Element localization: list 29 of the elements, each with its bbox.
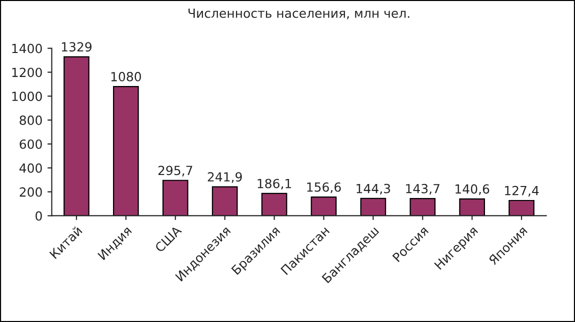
data-label: 127,4 xyxy=(505,186,539,197)
bar xyxy=(113,86,139,216)
y-tick-label: 0 xyxy=(36,211,42,221)
data-label: 144,3 xyxy=(356,184,390,195)
bar xyxy=(162,180,188,216)
data-label: 186,1 xyxy=(258,178,292,190)
y-tick-label: 200 xyxy=(20,187,42,197)
bar xyxy=(508,200,534,216)
y-tick-label: 600 xyxy=(20,139,42,149)
chart-title: Численность населения, млн чел. xyxy=(188,8,410,20)
data-label: 241,9 xyxy=(208,172,242,183)
data-label: 295,7 xyxy=(158,166,192,176)
data-label: 1080 xyxy=(111,72,141,82)
bar xyxy=(212,186,238,216)
data-label: 156,6 xyxy=(307,182,341,194)
bar xyxy=(410,198,436,216)
y-tick-label: 1400 xyxy=(12,44,42,54)
y-tick-label: 400 xyxy=(19,163,42,173)
data-label: 1329 xyxy=(62,42,92,52)
bar xyxy=(261,192,288,216)
bar xyxy=(459,198,485,216)
bar xyxy=(360,198,386,216)
bar xyxy=(310,196,337,216)
data-label: 140,6 xyxy=(456,184,490,195)
y-tick-label: 1000 xyxy=(12,92,42,102)
data-label: 143,7 xyxy=(406,184,440,195)
bar xyxy=(64,56,90,216)
y-tick-label: 1200 xyxy=(12,68,42,78)
y-tick-label: 800 xyxy=(20,116,42,125)
